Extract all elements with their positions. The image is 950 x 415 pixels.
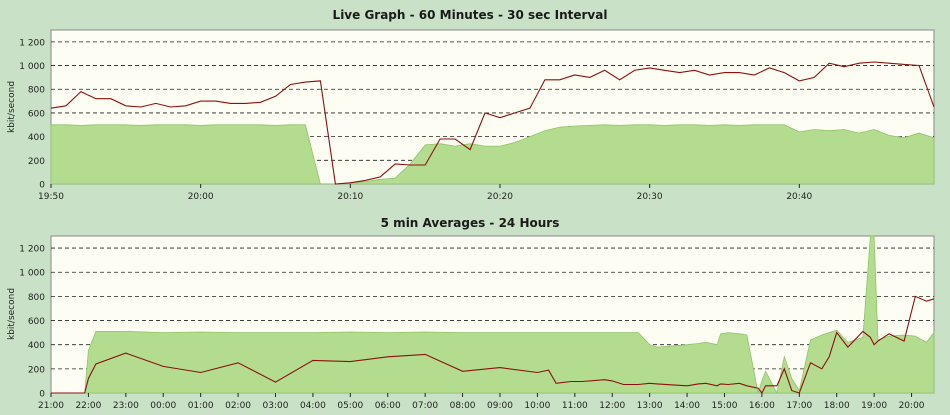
- averages-y-tick-label: 1 200: [19, 245, 45, 255]
- averages-x-tick-label: 11:00: [562, 401, 588, 411]
- averages-x-tick-label: 23:00: [113, 401, 139, 411]
- live-graph-y-tick-label: 800: [28, 86, 45, 96]
- averages-y-ticks: 0 200 400 600 800 1 000 1 200: [19, 245, 45, 400]
- averages-x-tick-label: 09:00: [487, 401, 513, 411]
- averages-x-tick-label: 15:00: [712, 401, 738, 411]
- live-graph-x-tick-label: 20:10: [337, 192, 363, 202]
- live-graph-chart: Live Graph - 60 Minutes - 30 sec Interva…: [7, 8, 935, 202]
- averages-y-axis-label: kbit/second: [7, 288, 17, 340]
- live-graph-title: Live Graph - 60 Minutes - 30 sec Interva…: [333, 8, 608, 22]
- averages-x-tick-label: 02:00: [225, 401, 251, 411]
- live-graph-x-tick-label: 19:50: [38, 192, 64, 202]
- averages-x-tick-label: 21:00: [38, 401, 64, 411]
- averages-x-tick-label: 06:00: [375, 401, 401, 411]
- live-graph-y-tick-label: 0: [39, 181, 45, 191]
- averages-x-tick-label: 14:00: [674, 401, 700, 411]
- averages-y-tick-label: 800: [28, 293, 45, 303]
- live-graph-y-tick-label: 1 200: [19, 38, 45, 48]
- averages-chart: 5 min Averages - 24 Hours 0 200 400 600 800 1…: [7, 216, 935, 411]
- averages-line-series: [51, 295, 935, 395]
- averages-x-tick-label: 16:00: [749, 401, 775, 411]
- averages-x-tick-label: 12:00: [599, 401, 625, 411]
- averages-x-tick-label: 17:00: [786, 401, 812, 411]
- live-graph-x-tick-label: 20:00: [188, 192, 214, 202]
- averages-x-tick-label: 13:00: [637, 401, 663, 411]
- live-graph-y-tick-label: 1 000: [19, 62, 45, 72]
- averages-x-ticks: 21:00 22:00 23:00 00:00 01:00 02:00 03:00 04:00…: [38, 393, 925, 411]
- averages-x-tick-label: 08:00: [450, 401, 476, 411]
- live-graph-x-ticks: 19:50 20:00 20:10 20:20 20:30 20:40: [38, 184, 813, 202]
- averages-x-tick-label: 03:00: [263, 401, 289, 411]
- live-graph-y-ticks: 0 200 400 600 800 1 000 1 200: [19, 38, 45, 190]
- averages-x-tick-label: 18:00: [824, 401, 850, 411]
- averages-x-tick-label: 07:00: [412, 401, 438, 411]
- live-graph-y-tick-label: 400: [28, 133, 45, 143]
- averages-y-tick-label: 600: [28, 317, 45, 327]
- averages-x-tick-label: 20:00: [899, 401, 925, 411]
- averages-area-series: [51, 235, 935, 395]
- live-graph-y-axis-label: kbit/second: [7, 81, 17, 133]
- live-graph-area-series: [50, 124, 935, 185]
- live-graph-y-tick-label: 600: [28, 109, 45, 119]
- live-graph-x-tick-label: 20:40: [786, 192, 812, 202]
- averages-x-tick-label: 05:00: [337, 401, 363, 411]
- averages-x-tick-label: 04:00: [300, 401, 326, 411]
- averages-x-tick-label: 19:00: [861, 401, 887, 411]
- averages-y-tick-label: 400: [28, 341, 45, 351]
- averages-x-tick-label: 22:00: [75, 401, 101, 411]
- averages-x-tick-label: 00:00: [150, 401, 176, 411]
- averages-y-tick-label: 1 000: [19, 269, 45, 279]
- averages-title: 5 min Averages - 24 Hours: [381, 216, 560, 230]
- live-graph-x-tick-label: 20:30: [637, 192, 663, 202]
- averages-x-tick-label: 01:00: [188, 401, 214, 411]
- averages-y-tick-label: 0: [39, 390, 45, 400]
- averages-y-tick-label: 200: [28, 365, 45, 375]
- live-graph-line-series: [50, 61, 935, 185]
- averages-x-tick-label: 10:00: [524, 401, 550, 411]
- live-graph-y-tick-label: 200: [28, 157, 45, 167]
- live-graph-x-tick-label: 20:20: [487, 192, 513, 202]
